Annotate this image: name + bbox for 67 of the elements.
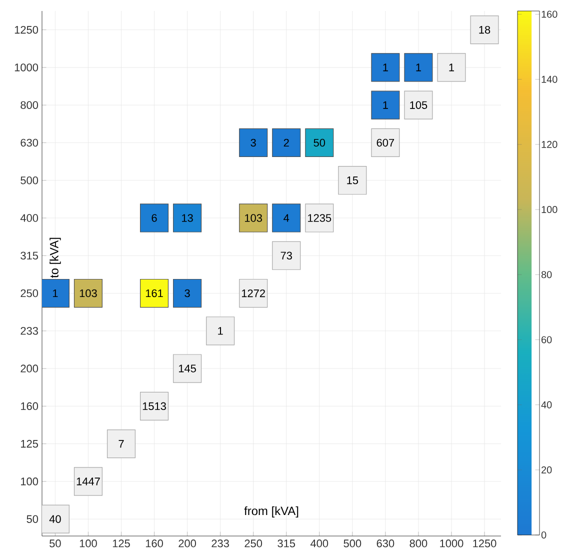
- text: 145: [178, 364, 196, 372]
- y-tick-label: 630: [20, 138, 38, 147]
- text: 1: [449, 64, 454, 72]
- data-label: 1: [52, 289, 58, 298]
- y-tick-label: 1250: [14, 26, 38, 34]
- text: 15: [347, 176, 358, 184]
- x-tick-label: 50: [50, 540, 61, 548]
- x-tick-label: 250: [244, 540, 262, 548]
- text: 7: [118, 440, 124, 448]
- color-bar-label: 0: [541, 531, 546, 539]
- data-label: 103: [245, 214, 262, 222]
- x-tick-label: 1000: [440, 540, 464, 548]
- x-tick-label: 233: [212, 540, 229, 548]
- x-tick-label: 160: [146, 540, 163, 548]
- data-label: 3: [250, 138, 256, 147]
- y-tick-label: 50: [26, 515, 38, 523]
- text: 18: [479, 26, 490, 34]
- text: 607: [376, 138, 394, 147]
- y-tick-label: 800: [20, 101, 38, 109]
- text: 1447: [76, 478, 100, 486]
- x-tick-label: 630: [376, 540, 394, 548]
- data-label: 3: [184, 289, 190, 298]
- x-tick-label: 125: [112, 540, 130, 548]
- x-tick-label: 500: [344, 540, 362, 548]
- y-tick-label: 100: [21, 478, 38, 486]
- y-tick-label: 160: [21, 402, 38, 410]
- text: 40: [49, 515, 61, 523]
- color-bar-label: 20: [542, 466, 552, 474]
- data-label: 13: [182, 214, 193, 222]
- data-label: 6: [152, 214, 157, 222]
- data-label: 50: [314, 138, 326, 147]
- y-tick-label: 125: [21, 440, 38, 448]
- color-bar-label: 120: [542, 140, 558, 148]
- y-axis-title: to [kVA]: [50, 238, 61, 278]
- color-bar-label: 140: [542, 76, 558, 83]
- x-tick-label: 200: [178, 540, 196, 548]
- text: 105: [410, 101, 428, 109]
- y-tick-label: 500: [20, 176, 38, 184]
- data-label: 1: [416, 64, 421, 72]
- color-bar-label: 60: [542, 336, 552, 344]
- y-tick-label: 315: [20, 252, 38, 260]
- x-tick-label: 100: [80, 540, 97, 548]
- x-tick-label: 800: [410, 540, 428, 548]
- text: 1: [218, 327, 223, 335]
- data-label: 2: [284, 138, 289, 147]
- color-bar-label: 100: [542, 206, 558, 214]
- y-tick-label: 400: [20, 214, 38, 222]
- data-label: 4: [284, 214, 290, 222]
- x-tick-label: 1250: [473, 540, 496, 548]
- color-bar-label: 40: [541, 401, 552, 408]
- text: 1513: [142, 402, 166, 410]
- x-tick-label: 400: [310, 540, 328, 548]
- data-label: 1: [383, 64, 388, 72]
- text: 1272: [242, 289, 265, 298]
- y-tick-label: 250: [20, 289, 38, 298]
- x-tick-label: 315: [278, 540, 296, 548]
- color-bar-label: 80: [541, 271, 552, 278]
- data-label: 103: [80, 289, 97, 298]
- x-axis-title: from [kVA]: [244, 506, 298, 518]
- data-label: 1: [383, 101, 388, 109]
- y-tick-label: 233: [20, 327, 38, 335]
- y-tick-label: 1000: [14, 64, 38, 72]
- y-tick-label: 200: [20, 364, 38, 372]
- text: 1235: [308, 214, 332, 222]
- color-bar-label: 160: [542, 10, 558, 18]
- text: 73: [280, 252, 292, 260]
- data-label: 161: [146, 289, 163, 298]
